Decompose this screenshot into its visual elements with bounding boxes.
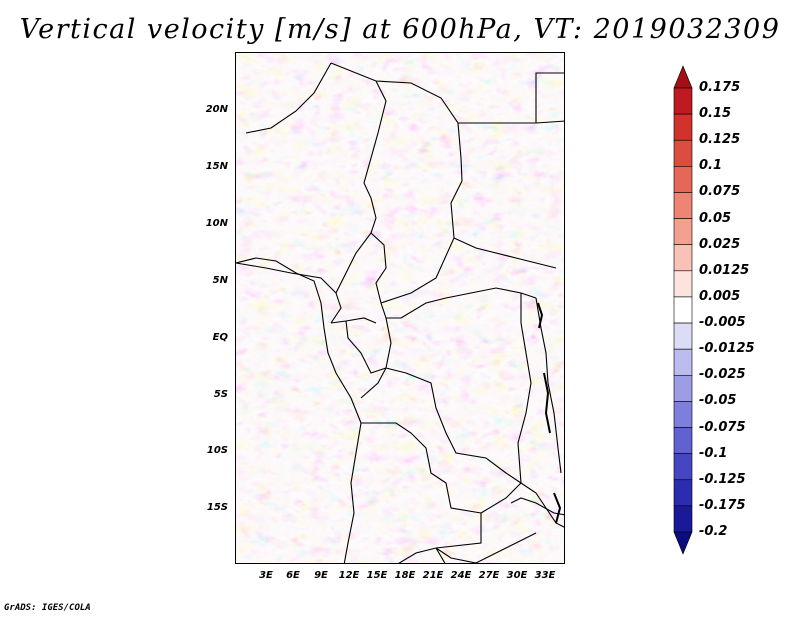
colorbar-label: -0.125	[699, 471, 746, 487]
lon-label-15e: 15E	[366, 570, 388, 581]
colorbar-label: 0.075	[699, 184, 741, 200]
colorbar-swatch	[673, 479, 693, 507]
colorbar-swatch	[673, 453, 693, 481]
colorbar-swatch	[673, 87, 693, 115]
colorbar-swatch	[673, 505, 693, 533]
colorbar-label: 0.1	[699, 158, 723, 174]
lon-label-24e: 24E	[450, 570, 472, 581]
lon-label-18e: 18E	[394, 570, 416, 581]
lat-label-10n: 10N	[205, 218, 228, 229]
lat-label-5s: 5S	[213, 389, 228, 400]
lat-label-15n: 15N	[205, 161, 228, 172]
colorbar-swatch	[673, 192, 693, 219]
colorbar-swatch	[673, 531, 693, 555]
lon-label-6e: 6E	[286, 570, 300, 581]
lake-outlines	[537, 302, 562, 524]
colorbar-swatch	[673, 322, 693, 350]
colorbar-swatch	[673, 427, 693, 454]
map-panel	[235, 52, 565, 564]
colorbar-label: -0.175	[699, 497, 746, 513]
colorbar-swatch	[673, 374, 693, 402]
colorbar-swatch	[673, 401, 693, 428]
lat-label-5n: 5N	[212, 275, 228, 286]
colorbar-label: -0.1	[699, 445, 728, 461]
colorbar-swatch	[673, 218, 693, 246]
lon-label-27e: 27E	[478, 570, 500, 581]
colorbar-swatch	[673, 166, 693, 193]
lat-label-20n: 20N	[205, 104, 228, 115]
colorbar-swatch	[673, 348, 693, 376]
colorbar-label: 0.0125	[699, 262, 750, 278]
colorbar-label: -0.0125	[699, 341, 755, 357]
colorbar-label: -0.005	[699, 315, 746, 331]
colorbar-swatch	[673, 139, 693, 167]
colorbar-label: 0.025	[699, 236, 741, 252]
lon-label-33e: 33E	[534, 570, 556, 581]
vertical-velocity-field	[236, 53, 564, 563]
velocity-shading	[236, 53, 564, 563]
colorbar-swatch	[673, 270, 693, 298]
colorbar-swatch	[673, 113, 693, 141]
lon-label-30e: 30E	[506, 570, 528, 581]
colorbar-label: 0.175	[699, 80, 741, 95]
colorbar-label: -0.025	[699, 367, 746, 383]
lat-label-15s: 15S	[206, 502, 228, 513]
lon-label-12e: 12E	[338, 570, 360, 581]
lat-label-10s: 10S	[206, 445, 228, 456]
colorbar-label: -0.05	[699, 393, 737, 409]
colorbar-label: 0.05	[699, 210, 732, 226]
colorbar	[673, 65, 693, 555]
colorbar-label: 0.15	[699, 106, 732, 122]
colorbar-label: -0.075	[699, 419, 746, 435]
map-title: Vertical velocity [m/s] at 600hPa, VT: 2…	[19, 14, 781, 45]
colorbar-label: -0.2	[699, 524, 728, 539]
lon-label-21e: 21E	[422, 570, 444, 581]
colorbar-label: 0.005	[699, 288, 741, 304]
lon-label-9e: 9E	[314, 570, 328, 581]
colorbar-label: 0.125	[699, 132, 741, 148]
colorbar-swatch	[673, 65, 693, 89]
lat-label-eq: EQ	[212, 332, 228, 343]
colorbar-swatch	[673, 244, 693, 272]
grads-credit: GrADS: IGES/COLA	[4, 603, 91, 613]
lon-label-3e: 3E	[259, 570, 273, 581]
colorbar-swatch	[673, 296, 693, 324]
